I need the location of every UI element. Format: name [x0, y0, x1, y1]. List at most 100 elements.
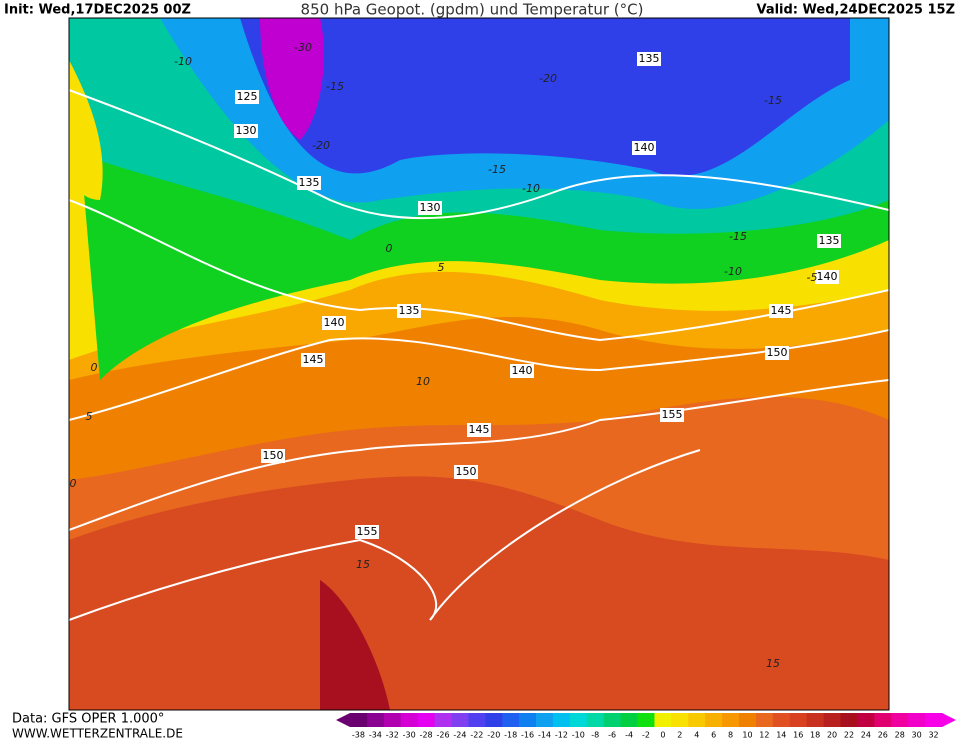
geopotential-label: 125 — [237, 90, 258, 103]
scale-swatch — [789, 713, 808, 727]
temperature-label: 15 — [766, 657, 780, 670]
scale-swatch — [840, 713, 858, 727]
geopotential-label: 135 — [299, 176, 320, 189]
scale-tick-label: -18 — [504, 731, 517, 740]
scale-tick-label: -10 — [572, 731, 585, 740]
geopotential-label-box — [510, 364, 534, 378]
scale-arrow-left — [336, 713, 350, 727]
temperature-label: 10 — [416, 375, 430, 388]
geopotential-label: 145 — [771, 304, 792, 317]
scale-tick-label: -6 — [608, 731, 616, 740]
geopotential-label: 130 — [236, 124, 257, 137]
scale-swatch — [671, 713, 689, 727]
geopotential-label: 130 — [420, 201, 441, 214]
scale-swatch — [637, 713, 655, 727]
geopotential-label: 140 — [324, 316, 345, 329]
temperature-label: -15 — [326, 80, 344, 93]
geopotential-label: 140 — [512, 364, 533, 377]
geopotential-label-box — [769, 304, 793, 318]
temperature-label: -10 — [522, 182, 540, 195]
geopotential-label: 140 — [817, 270, 838, 283]
scale-tick-label: 16 — [793, 731, 803, 740]
temperature-label: -10 — [174, 55, 192, 68]
scale-swatch — [688, 713, 706, 727]
scale-tick-label: 6 — [711, 731, 716, 740]
scale-swatch — [739, 713, 757, 727]
temperature-label: -10 — [724, 265, 742, 278]
geopotential-label-box — [261, 449, 285, 463]
temperature-label: -20 — [312, 139, 330, 152]
scale-tick-label: -32 — [386, 731, 399, 740]
geopotential-label-box — [235, 90, 259, 104]
scale-swatch — [654, 713, 672, 727]
scale-arrow-right — [942, 713, 956, 727]
scale-swatch — [366, 713, 385, 727]
scale-tick-label: 0 — [660, 731, 665, 740]
scale-tick-label: 12 — [759, 731, 769, 740]
scale-tick-label: 22 — [844, 731, 854, 740]
geopotential-label-box — [815, 270, 839, 284]
temperature-label: 5 — [438, 261, 445, 274]
scale-swatch — [722, 713, 740, 727]
scale-swatch — [891, 713, 909, 727]
scale-swatch — [451, 713, 469, 727]
scale-swatch — [400, 713, 419, 727]
scale-swatch — [925, 713, 943, 727]
scale-tick-label: -14 — [538, 731, 551, 740]
data-source: Data: GFS OPER 1.000° — [12, 712, 164, 727]
geopotential-label: 150 — [263, 449, 284, 462]
scale-tick-label: -8 — [591, 731, 599, 740]
scale-tick-label: 2 — [677, 731, 682, 740]
scale-swatch — [620, 713, 639, 727]
geopotential-label-box — [418, 201, 442, 215]
website: WWW.WETTERZENTRALE.DE — [12, 727, 183, 741]
scale-tick-label: 20 — [827, 731, 837, 740]
scale-swatch — [485, 713, 503, 727]
scale-tick-label: -20 — [487, 731, 500, 740]
scale-tick-label: 10 — [742, 731, 752, 740]
scale-tick-label: -26 — [436, 731, 449, 740]
geopotential-label: 135 — [639, 52, 660, 65]
geopotential-label: 155 — [357, 525, 378, 538]
scale-tick-label: -38 — [352, 731, 365, 740]
scale-swatch — [755, 713, 774, 727]
valid-time: Valid: Wed,24DEC2025 15Z — [756, 3, 955, 18]
scale-swatch — [603, 713, 622, 727]
scale-tick-label: -4 — [625, 731, 633, 740]
scale-tick-label: -34 — [369, 731, 382, 740]
color-scale: -38 -34 -32 -30 -28 -26 -24 -22 -20 -18 -16 -14 -12-… — [336, 713, 956, 740]
scale-tick-label: -16 — [521, 731, 534, 740]
temperature-label: 0 — [386, 242, 393, 255]
scale-swatch — [502, 713, 520, 727]
scale-tick-label: 14 — [776, 731, 786, 740]
scale-tick-label: -28 — [420, 731, 433, 740]
geopotential-label-box — [765, 346, 789, 360]
scale-swatch — [383, 713, 402, 727]
geopotential-label: 140 — [634, 141, 655, 154]
temperature-label: -5 — [807, 271, 818, 284]
init-time: Init: Wed,17DEC2025 00Z — [4, 3, 191, 18]
scale-tick-label: 32 — [928, 731, 938, 740]
map-title: 850 hPa Geopot. (gpdm) und Temperatur (°… — [301, 1, 644, 19]
geopotential-label: 135 — [399, 304, 420, 317]
scale-tick-label: -22 — [470, 731, 483, 740]
temperature-label: -30 — [294, 41, 312, 54]
geopotential-label: 150 — [767, 346, 788, 359]
scale-tick-label: 30 — [912, 731, 922, 740]
scale-tick-label: -12 — [555, 731, 568, 740]
scale-swatch — [350, 713, 368, 727]
temperature-label: 5 — [86, 410, 93, 423]
temperature-label: 0 — [91, 361, 98, 374]
scale-swatch — [705, 713, 723, 727]
temperature-label: -15 — [488, 163, 506, 176]
geopotential-label-box — [632, 141, 656, 155]
geopotential-label-box — [817, 234, 841, 248]
temperature-label: 15 — [356, 558, 370, 571]
scale-swatch — [908, 713, 926, 727]
geopotential-label-box — [660, 408, 684, 422]
scale-swatch — [569, 713, 588, 727]
scale-tick-label: -2 — [642, 731, 650, 740]
scale-swatch — [417, 713, 436, 727]
scale-tick-label: 8 — [728, 731, 733, 740]
geopotential-label-box — [397, 304, 421, 318]
